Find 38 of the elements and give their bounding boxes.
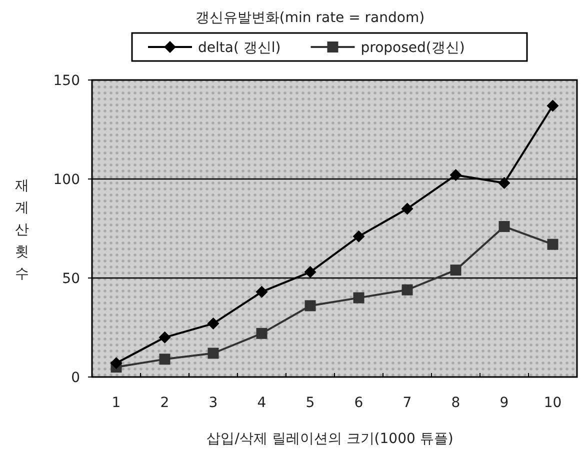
x-tick-label: 2	[160, 395, 170, 411]
y-tick-label: 150	[53, 73, 80, 89]
y-tick-label: 0	[71, 370, 80, 386]
legend-label: proposed(갱신)	[360, 40, 465, 56]
point	[110, 357, 122, 370]
legend-label: delta( 갱신l)	[198, 40, 281, 56]
x-tick-label: 5	[306, 395, 315, 411]
point	[256, 286, 268, 298]
point	[402, 284, 413, 296]
chart-title: 갱신유발변화(min rate = random)	[195, 10, 425, 26]
point	[256, 328, 268, 339]
y-tick-label: 100	[53, 172, 80, 188]
y-axis-title: 재계산횟수	[15, 178, 29, 282]
point	[208, 348, 219, 359]
x-tick-label: 6	[354, 395, 364, 411]
x-tick-label: 10	[544, 395, 562, 411]
x-tick-label: 8	[451, 395, 460, 411]
point	[304, 266, 316, 278]
point	[450, 169, 462, 182]
point	[353, 292, 364, 304]
x-tick-label: 1	[112, 395, 121, 411]
x-tick-label: 3	[208, 395, 218, 411]
point	[207, 318, 220, 330]
x-tick-label: 7	[402, 395, 412, 411]
x-tick-label: 4	[257, 395, 266, 411]
point	[352, 230, 365, 242]
point	[304, 300, 316, 312]
point	[401, 202, 414, 215]
x-tick-label: 9	[500, 395, 509, 411]
x-axis-title: 삽입/삭제 릴레이션의 크기(1000 튜플)	[206, 431, 454, 447]
point	[498, 221, 510, 232]
point	[158, 331, 171, 344]
point	[450, 264, 462, 276]
y-tick-label: 50	[62, 271, 80, 287]
point	[546, 100, 559, 112]
point	[547, 238, 558, 250]
point	[159, 354, 170, 365]
point	[498, 176, 510, 189]
